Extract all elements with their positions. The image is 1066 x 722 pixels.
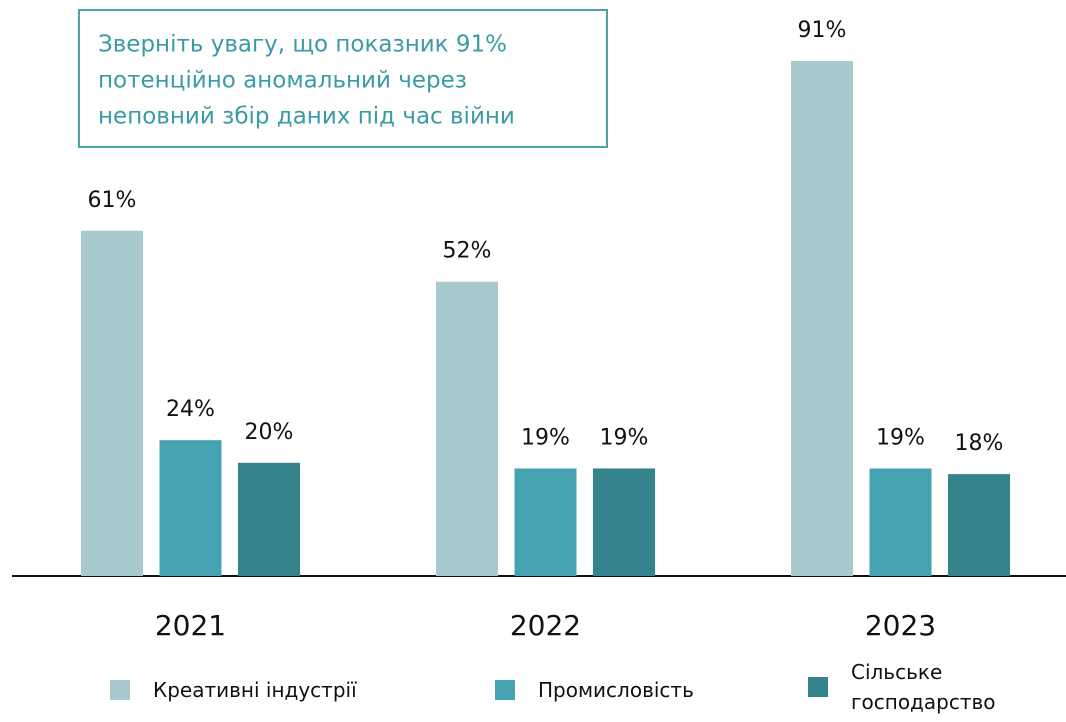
data-label: 18% — [955, 431, 1004, 456]
data-label: 20% — [245, 420, 294, 445]
annotation-box — [78, 9, 608, 148]
legend-label: Сільське господарство — [851, 660, 996, 714]
legend-swatch — [808, 677, 828, 697]
data-label: 19% — [521, 425, 570, 450]
annotation-line: неповний збір даних під час війни — [98, 104, 515, 130]
data-label: 24% — [166, 397, 215, 422]
bar — [81, 230, 143, 576]
legend-item: Сільське господарство — [808, 655, 996, 719]
data-label: 52% — [443, 239, 492, 264]
annotation-line: Зверніть увагу, що показник 91% — [98, 32, 507, 58]
x-tick-label: 2021 — [155, 609, 226, 642]
annotation-line: потенційно аномальний через — [98, 68, 467, 94]
x-tick-label: 2022 — [510, 609, 581, 642]
legend-swatch — [110, 680, 130, 700]
legend-label: Креативні індустрії — [153, 678, 357, 702]
legend-item: Креативні індустрії — [110, 670, 410, 710]
bar — [238, 462, 300, 576]
data-label: 19% — [876, 425, 925, 450]
bar — [791, 61, 853, 576]
legend-item: Промисловість — [495, 670, 795, 710]
bar — [593, 468, 655, 576]
bar — [159, 440, 222, 576]
x-tick-label: 2023 — [865, 609, 936, 642]
data-label: 91% — [798, 18, 847, 43]
bar — [514, 468, 577, 576]
bar — [436, 281, 498, 576]
bar — [948, 474, 1010, 576]
legend-swatch — [495, 680, 515, 700]
bar — [869, 468, 932, 576]
legend-label: Промисловість — [538, 678, 694, 702]
data-label: 61% — [88, 188, 137, 213]
data-label: 19% — [600, 425, 649, 450]
